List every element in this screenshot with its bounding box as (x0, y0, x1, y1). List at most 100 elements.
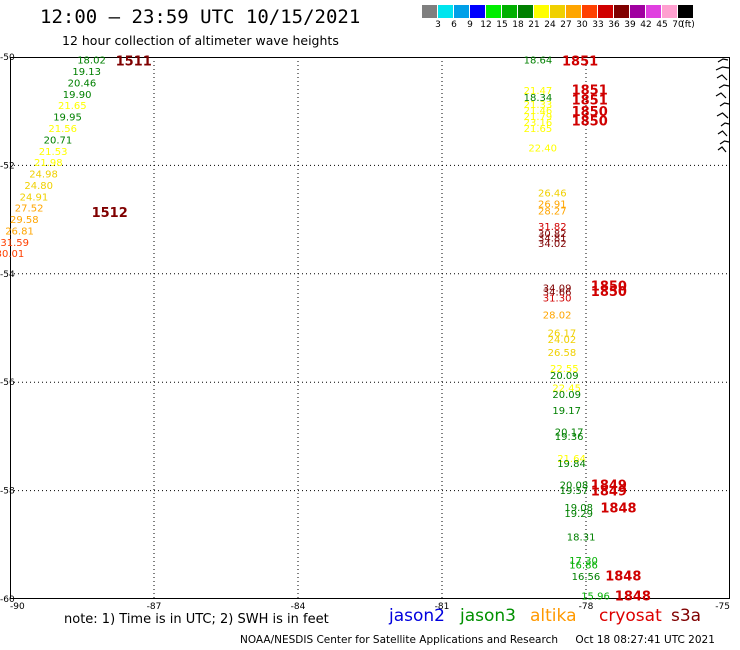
wave-height-value: 34.02 (538, 239, 567, 250)
wave-height-value: 18.31 (567, 533, 596, 544)
wave-height-value: 21.98 (34, 158, 63, 169)
pass-time-label: 1849 (591, 485, 627, 500)
coastline-segment (716, 112, 729, 119)
legend-tick-label: 12 (480, 20, 492, 30)
wave-height-value: 28.27 (538, 206, 567, 217)
pass-time-label: 1851 (572, 84, 608, 99)
map-plot-frame (10, 57, 730, 599)
legend-swatch (630, 5, 646, 18)
legend-swatches (422, 5, 694, 18)
coastline-segment (717, 130, 728, 137)
coastline-segment (717, 146, 727, 153)
wave-height-value: 24.98 (29, 170, 58, 181)
wave-height-value: 19.29 (564, 509, 593, 520)
pass-time-label: 1848 (615, 590, 651, 605)
pass-time-label: 1851 (562, 54, 598, 69)
wave-height-value: 18.64 (524, 56, 553, 67)
longitude-tick-label: -75 (715, 602, 730, 612)
legend-swatch (486, 5, 502, 18)
wave-height-value: 30.01 (0, 249, 24, 260)
legend-swatch (678, 5, 694, 18)
wave-height-value: 20.17 (555, 428, 584, 439)
wave-height-value: 26.91 (538, 199, 567, 210)
coastline-segment (720, 122, 730, 127)
longitude-tick-label: -90 (10, 602, 25, 612)
satellite-s3a: s3a (671, 606, 702, 626)
legend-tick-label: 18 (512, 20, 524, 30)
wave-height-value: 20.09 (552, 390, 581, 401)
satellite-cryosat: cryosat (599, 606, 662, 626)
legend-tick-labels: 3 6 9 12 15 18 21 24 27 30 33 36 39 42 45 70 (ft) (422, 18, 695, 32)
coastline-segment (715, 92, 727, 99)
wave-height-value: 19.84 (557, 459, 586, 470)
latitude-tick-label: -60 (0, 595, 15, 605)
wave-height-value: 26.81 (5, 226, 34, 237)
longitude-tick-label: -87 (147, 602, 162, 612)
wave-height-value: 20.71 (44, 135, 73, 146)
coastline-segment (716, 74, 728, 81)
wave-height-value: 19.17 (552, 406, 581, 417)
wave-height-value: 16.86 (569, 560, 598, 571)
coastline-segment (719, 140, 730, 145)
wave-height-value: 21.64 (557, 454, 586, 465)
wave-height-value: 21.65 (58, 101, 87, 112)
pass-time-label: 1850 (572, 105, 608, 120)
legend-tick-label: 27 (560, 20, 572, 30)
longitude-tick-label: -81 (435, 602, 450, 612)
wave-height-value: 21.56 (48, 124, 77, 135)
pass-time-label: 1512 (92, 206, 128, 221)
satellite-altika: altika (530, 606, 577, 626)
legend-tick-label: 45 (656, 20, 668, 30)
wave-height-value: 20.08 (560, 481, 589, 492)
pass-time-label: 1848 (600, 501, 636, 516)
legend-tick-label: 70 (672, 20, 684, 30)
wave-height-value: 29.58 (10, 215, 39, 226)
legend-swatch (534, 5, 550, 18)
wave-height-value: 21.46 (524, 106, 553, 117)
coastline-segment (719, 102, 730, 107)
wave-height-value: 16.56 (572, 572, 601, 583)
satellite-jason3: jason3 (460, 606, 516, 626)
legend-swatch (518, 5, 534, 18)
pass-time-label: 1850 (572, 114, 608, 129)
legend-swatch (582, 5, 598, 18)
latitude-tick-label: -58 (0, 487, 15, 497)
wave-height-value: 19.36 (555, 432, 584, 443)
wave-height-value: 21.33 (524, 100, 553, 111)
wave-height-value: 26.46 (538, 189, 567, 200)
legend-tick-label: 33 (592, 20, 604, 30)
legend-unit: (ft) (681, 20, 695, 30)
legend-tick-label: 39 (624, 20, 636, 30)
legend-tick-label: 6 (451, 20, 457, 30)
wave-height-value: 21.65 (524, 124, 553, 135)
wave-height-value: 27.52 (15, 204, 44, 215)
legend-swatch (598, 5, 614, 18)
coastline-segment (717, 58, 729, 63)
wave-height-value: 20.46 (68, 78, 97, 89)
usage-note: note: 1) Time is in UTC; 2) SWH is in fe… (64, 612, 329, 627)
wave-height-value: 21.79 (524, 112, 553, 123)
satellite-jason2: jason2 (389, 606, 445, 626)
wave-height-value: 21.53 (39, 147, 68, 158)
wave-height-value: 34.66 (543, 288, 572, 299)
legend-swatch (454, 5, 470, 18)
wave-height-value: 19.57 (560, 486, 589, 497)
wave-height-value: 21.47 (524, 86, 553, 97)
wave-height-value: 20.09 (550, 371, 579, 382)
wave-height-value: 30.82 (538, 229, 567, 240)
wave-height-value: 19.90 (63, 90, 92, 101)
wave-height-value: 23.16 (524, 118, 553, 129)
latitude-tick-label: -52 (0, 161, 15, 171)
longitude-tick-label: -78 (579, 602, 594, 612)
pass-time-label: 1849 (591, 479, 627, 494)
legend-tick-label: 15 (496, 20, 508, 30)
wave-height-value: 28.02 (543, 310, 572, 321)
legend-swatch (550, 5, 566, 18)
credit-footer: NOAA/NESDIS Center for Satellite Applica… (240, 634, 715, 646)
pass-time-label: 1850 (591, 285, 627, 300)
coastline-segment (718, 84, 730, 89)
legend-swatch (614, 5, 630, 18)
wave-height-value: 19.13 (72, 67, 101, 78)
legend-tick-label: 30 (576, 20, 588, 30)
